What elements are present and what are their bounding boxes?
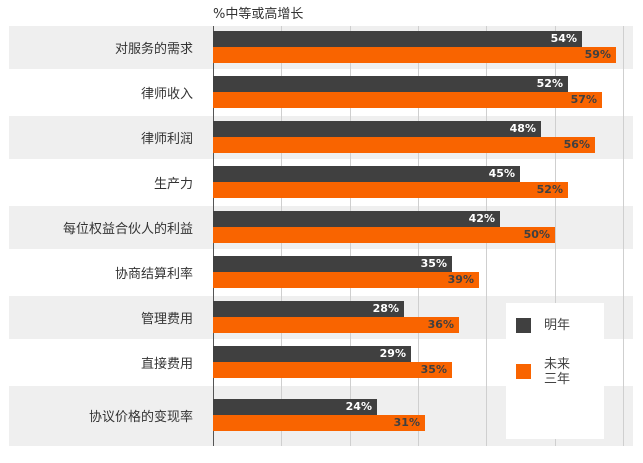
category-label: 生产力 (153, 177, 193, 192)
bar-value-label: 52% (536, 77, 563, 90)
bar-value-label: 50% (523, 228, 550, 241)
legend-label-next-year: 明年 (544, 318, 571, 333)
bar-value-label: 56% (563, 138, 590, 151)
bar-three-years: 31% (213, 415, 425, 431)
category-label: 协商结算利率 (114, 267, 193, 282)
bar-value-label: 48% (509, 122, 536, 135)
bar-three-years: 57% (213, 92, 602, 108)
bar-value-label: 29% (379, 347, 406, 360)
bar-three-years: 52% (213, 182, 568, 198)
bar-value-label: 59% (584, 48, 611, 61)
gridline (555, 26, 556, 446)
bar-next-year: 29% (213, 346, 411, 362)
bar-next-year: 42% (213, 211, 500, 227)
bar-three-years: 50% (213, 227, 555, 243)
bar-three-years: 56% (213, 137, 595, 153)
bar-value-label: 39% (447, 273, 474, 286)
category-label: 律师利润 (140, 132, 193, 147)
bar-next-year: 28% (213, 301, 404, 317)
bar-value-label: 45% (488, 167, 515, 180)
category-label: 直接费用 (140, 357, 193, 372)
bar-value-label: 36% (427, 318, 454, 331)
bar-value-label: 42% (468, 212, 495, 225)
gridline (623, 26, 624, 446)
bar-next-year: 52% (213, 76, 568, 92)
bar-value-label: 57% (570, 93, 597, 106)
bar-value-label: 31% (393, 416, 420, 429)
category-label: 律师收入 (140, 87, 193, 102)
bar-value-label: 28% (372, 302, 399, 315)
chart-title: %中等或高增长 (213, 7, 304, 22)
legend-label-line1: 未来 (544, 357, 571, 372)
bar-value-label: 52% (536, 183, 563, 196)
bar-value-label: 35% (420, 257, 447, 270)
legend-swatch-three-years (516, 364, 531, 379)
legend-swatch-next-year (516, 318, 531, 333)
legend-label-three-years: 未来 三年 (544, 357, 570, 387)
bar-next-year: 24% (213, 399, 377, 415)
bar-next-year: 54% (213, 31, 582, 47)
legend-label-line2: 三年 (544, 372, 571, 387)
bar-three-years: 36% (213, 317, 459, 333)
bar-value-label: 24% (345, 400, 372, 413)
bar-value-label: 54% (550, 32, 577, 45)
legend: 明年 未来 三年 (506, 303, 604, 439)
bar-three-years: 59% (213, 47, 616, 63)
bar-three-years: 39% (213, 272, 479, 288)
bar-next-year: 35% (213, 256, 452, 272)
category-label: 每位权益合伙人的利益 (62, 222, 193, 237)
bar-next-year: 48% (213, 121, 541, 137)
bar-next-year: 45% (213, 166, 520, 182)
category-label: 协议价格的变现率 (88, 410, 193, 425)
category-label: 管理费用 (140, 312, 193, 327)
bar-three-years: 35% (213, 362, 452, 378)
category-label: 对服务的需求 (114, 42, 193, 57)
bar-value-label: 35% (420, 363, 447, 376)
